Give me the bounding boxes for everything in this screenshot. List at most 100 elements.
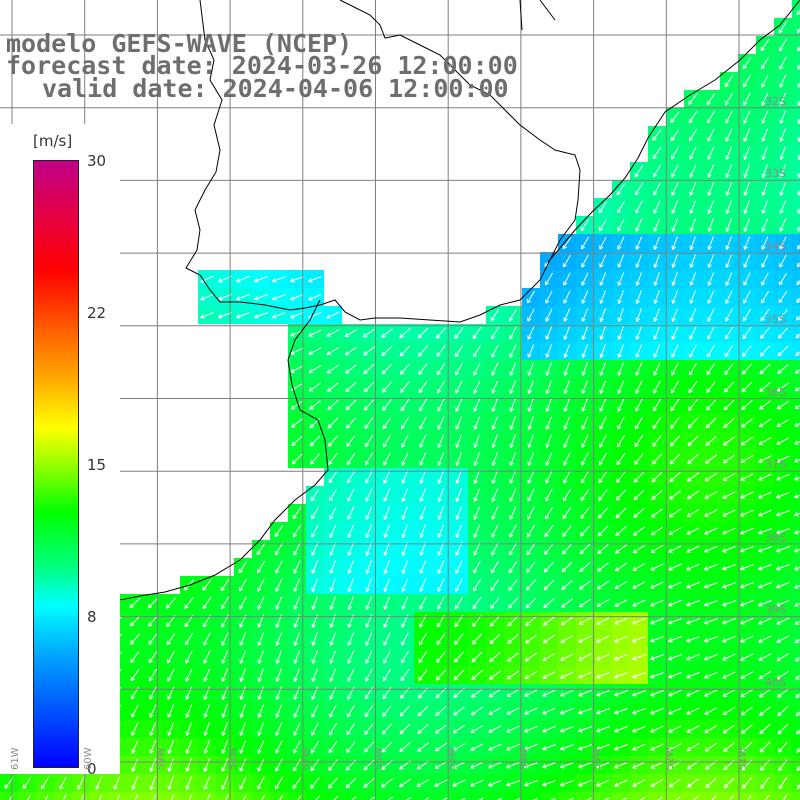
colorbar-tick-15: 15: [87, 456, 107, 474]
wind-arrow: [543, 598, 555, 609]
wind-arrow: [704, 689, 718, 697]
wind-arrow: [488, 725, 502, 733]
wind-arrow: [687, 778, 699, 788]
wind-arrow: [779, 128, 786, 142]
wind-arrow: [203, 776, 211, 790]
wind-arrow: [185, 668, 193, 682]
wind-arrow: [560, 762, 574, 769]
wind-arrow: [652, 416, 662, 430]
wind-arrow: [581, 344, 588, 358]
lat-label: 34S: [765, 240, 786, 253]
wind-arrow: [615, 507, 627, 519]
wind-arrow: [488, 761, 502, 769]
wind-arrow: [328, 740, 338, 754]
wind-arrow: [329, 632, 336, 646]
wind-arrow: [329, 596, 336, 610]
wind-arrow: [416, 742, 429, 752]
wind-arrow: [275, 560, 283, 574]
wind-arrow: [257, 596, 265, 610]
wind-arrow: [327, 435, 338, 447]
lat-label: 40S: [765, 676, 786, 689]
wind-arrow: [401, 470, 409, 484]
wind-arrow: [743, 272, 751, 286]
wind-arrow: [599, 272, 607, 286]
wind-arrow: [707, 236, 714, 250]
wind-arrow: [741, 724, 753, 734]
wind-arrow: [632, 779, 646, 787]
wind-arrow: [491, 380, 499, 394]
wind-arrow: [130, 668, 140, 682]
wind-arrow: [578, 653, 592, 661]
wind-arrow: [652, 164, 662, 178]
wind-cell: [792, 288, 800, 306]
wind-arrow: [580, 488, 590, 502]
wind-arrow: [580, 236, 590, 250]
wind-arrow: [62, 794, 67, 800]
wind-cell: [792, 108, 800, 126]
wind-arrow: [759, 723, 771, 735]
wind-arrow: [560, 726, 574, 733]
wind-cell: [792, 738, 800, 756]
wind-arrow: [758, 635, 772, 643]
wind-arrow: [777, 327, 789, 339]
wind-arrow: [653, 254, 660, 268]
wind-arrow: [760, 327, 770, 339]
coastline-path: [519, 0, 556, 31]
wind-arrow: [347, 596, 354, 610]
wind-arrow: [758, 528, 772, 535]
wind-arrow: [365, 506, 373, 520]
wind-arrow: [599, 254, 607, 268]
wind-arrow: [722, 618, 736, 625]
wind-arrow: [743, 92, 751, 106]
wind-arrow: [598, 452, 608, 466]
wind-arrow: [599, 380, 607, 394]
wind-arrow: [568, 797, 574, 800]
wind-arrow: [581, 452, 589, 466]
wind-arrow: [689, 326, 697, 340]
wind-arrow: [722, 635, 736, 643]
wind-arrow: [725, 164, 733, 178]
wind-arrow: [452, 724, 466, 734]
wind-arrow: [542, 634, 556, 644]
wind-cell: [792, 720, 800, 738]
wind-arrow: [509, 380, 517, 394]
wind-arrow: [635, 308, 642, 322]
wind-cell: [162, 792, 180, 800]
wind-arrow: [203, 686, 211, 700]
wind-arrow: [707, 308, 715, 322]
wind-arrow: [544, 543, 554, 555]
wind-arrow: [399, 327, 411, 339]
wind-arrow: [401, 524, 408, 538]
wind-cell: [792, 36, 800, 54]
wind-arrow: [741, 363, 753, 375]
wind-arrow: [776, 564, 790, 571]
wind-arrow: [419, 560, 427, 574]
wind-arrow: [290, 294, 304, 301]
wind-arrow: [311, 524, 319, 538]
wind-arrow: [722, 454, 736, 464]
wind-arrow: [400, 650, 410, 664]
wind-arrow: [399, 363, 410, 375]
wind-arrow: [725, 272, 733, 286]
wind-arrow: [740, 653, 754, 661]
wind-cell: [792, 576, 800, 594]
wind-arrow: [743, 146, 751, 160]
wind-arrow: [689, 182, 697, 196]
wind-arrow: [315, 795, 321, 800]
wind-arrow: [581, 362, 588, 376]
wind-arrow: [711, 795, 717, 800]
wind-arrow: [437, 416, 445, 430]
wind-arrow: [596, 580, 610, 590]
wind-arrow: [686, 742, 700, 752]
wind-arrow: [689, 290, 697, 304]
lat-label: 36S: [765, 386, 786, 399]
colorbar-tick-30: 30: [87, 152, 107, 170]
wind-arrow: [632, 708, 646, 715]
wind-arrow: [224, 794, 229, 800]
wind-arrow: [650, 636, 664, 643]
wind-cell: [792, 360, 800, 378]
wind-arrow: [580, 218, 590, 232]
wind-cell: [792, 270, 800, 288]
wind-arrow: [311, 650, 318, 664]
wind-arrow: [437, 506, 444, 520]
